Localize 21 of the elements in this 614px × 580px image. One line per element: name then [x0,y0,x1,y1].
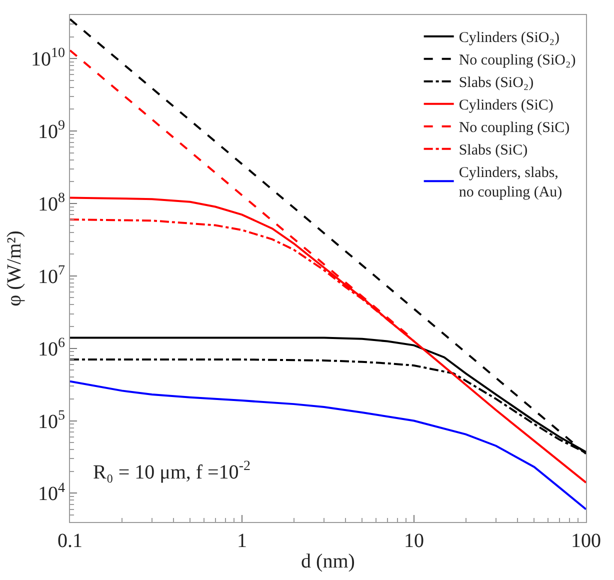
legend-label: Cylinders (SiO₂) [458,30,560,46]
y-tick-label: 10$^{10}$ [31,46,65,71]
y-tick-label: 10$^{9}$ [38,118,65,144]
y-axis-title: φ (W/m²) [4,230,26,306]
x-axis-title: d (nm) [301,550,355,572]
legend-label: No coupling (SiO₂) [458,52,576,69]
y-tick-label: 10$^{6}$ [38,336,65,360]
y-tick-label: 10$^{5}$ [38,408,65,433]
x-tick-label: 100 [571,530,601,552]
legend-label: No coupling (SiC) [458,120,570,136]
annotation: R₀ = 10 μm, f =10$^{-2}$ [93,459,250,484]
x-tick-label: 0.1 [58,530,82,552]
legend-label: Slabs (SiO₂) [458,75,534,92]
x-tick-label: 1 [237,530,247,552]
legend-label: Cylinders (SiC) [458,98,554,114]
legend-label: Cylinders, slabs, no coupling (Au) [458,165,562,201]
legend-label: Slabs (SiC) [458,142,528,159]
y-tick-label: 10$^{8}$ [38,191,65,216]
y-tick-label: 10$^{4}$ [38,480,65,506]
x-tick-label: 10 [404,530,424,552]
y-tick-label: 10$^{7}$ [38,263,65,288]
